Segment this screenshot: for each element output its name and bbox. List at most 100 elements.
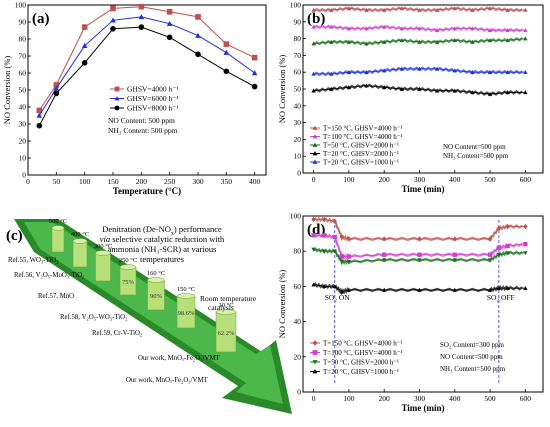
x-axis-label: Time (min) bbox=[401, 403, 444, 413]
data-point bbox=[417, 26, 422, 31]
data-point bbox=[381, 236, 387, 242]
legend-marker bbox=[312, 360, 318, 365]
data-point bbox=[311, 88, 316, 93]
legend-label: T=20 °C, GHSV=2000 h⁻¹ bbox=[323, 150, 399, 158]
data-point bbox=[364, 26, 369, 31]
y-tick-label: 0 bbox=[22, 171, 26, 180]
data-point bbox=[364, 41, 369, 46]
data-point bbox=[346, 287, 352, 292]
data-point bbox=[470, 70, 475, 74]
panel-label: (a) bbox=[32, 11, 50, 27]
y-tick-label: 50 bbox=[19, 86, 27, 95]
data-point bbox=[329, 71, 334, 76]
y-tick-label: 40 bbox=[19, 103, 27, 112]
data-point bbox=[505, 7, 510, 12]
data-point bbox=[452, 287, 457, 292]
data-point bbox=[470, 39, 475, 44]
data-point bbox=[36, 112, 43, 118]
data-point bbox=[452, 68, 457, 73]
data-point bbox=[364, 83, 369, 88]
legend-label: T=150 °C, GHSV=4000 h⁻¹ bbox=[323, 125, 403, 133]
x-tick-label: 0 bbox=[26, 177, 30, 186]
event-label: SO₂ ON bbox=[325, 293, 350, 302]
data-point bbox=[364, 70, 369, 74]
panel-b: 0 100 200 300 400 500 600 0 10 20 30 40 50 60 70 80 90 10… bbox=[277, 1, 544, 194]
data-point bbox=[166, 20, 173, 26]
data-point bbox=[339, 234, 345, 240]
x-tick-label: 150 bbox=[107, 177, 119, 186]
conversion-value: 62.2% bbox=[218, 330, 235, 337]
x-tick-label: 600 bbox=[520, 175, 532, 184]
y-tick-label: 40 bbox=[294, 101, 302, 110]
legend-marker bbox=[312, 134, 318, 139]
data-point bbox=[329, 7, 334, 12]
data-point bbox=[223, 41, 230, 47]
data-point bbox=[381, 287, 387, 292]
data-point bbox=[81, 60, 88, 66]
temperature-label: 20 °C bbox=[218, 302, 233, 309]
data-point bbox=[53, 90, 60, 97]
data-point bbox=[523, 223, 528, 230]
temperature-label: 400 °C bbox=[71, 231, 89, 238]
data-point bbox=[311, 24, 316, 29]
data-point bbox=[496, 225, 502, 231]
x-tick-label: 400 bbox=[449, 394, 461, 403]
y-tick-label: 100 bbox=[290, 1, 302, 10]
data-point bbox=[223, 68, 230, 75]
legend-label: T=20 °C, GHSV=1000 h⁻¹ bbox=[323, 159, 399, 167]
panel-a: 0 50 100 150 200 250 300 350 400 0 10 20 30 40 50 60 70 8… bbox=[2, 1, 267, 196]
data-point bbox=[53, 85, 60, 91]
legend-label: GHSV=6000 h⁻¹ bbox=[127, 94, 178, 103]
data-point bbox=[487, 70, 493, 74]
data-point bbox=[487, 6, 493, 11]
y-tick-label: 90 bbox=[294, 17, 302, 26]
data-point bbox=[311, 282, 316, 287]
data-point bbox=[417, 236, 422, 242]
data-point bbox=[251, 54, 258, 61]
data-point bbox=[346, 254, 352, 259]
data-point bbox=[339, 260, 345, 264]
cylinder-top bbox=[176, 293, 196, 299]
conversion-value: 90% bbox=[150, 293, 163, 300]
data-point bbox=[346, 6, 352, 11]
x-tick-label: 0 bbox=[312, 394, 316, 403]
event-label: SO₂ OFF bbox=[487, 293, 515, 302]
data-point bbox=[505, 243, 510, 249]
data-point bbox=[339, 254, 345, 259]
data-point bbox=[346, 70, 352, 74]
x-axis-label: Temperature (°C) bbox=[113, 186, 181, 196]
data-point bbox=[195, 51, 201, 58]
y-tick-label: 100 bbox=[15, 1, 27, 10]
data-point bbox=[81, 43, 88, 49]
x-tick-label: 50 bbox=[53, 177, 61, 186]
data-point bbox=[166, 34, 173, 41]
x-tick-label: 0 bbox=[312, 175, 316, 184]
y-tick-label: 20 bbox=[294, 352, 302, 361]
legend-marker bbox=[114, 105, 120, 111]
y-tick-label: 70 bbox=[294, 51, 302, 60]
data-point bbox=[329, 86, 334, 91]
conversion-value: 98.6% bbox=[178, 310, 195, 317]
data-point bbox=[138, 24, 145, 30]
y-tick-label: 30 bbox=[294, 118, 302, 127]
legend-label: T=150 °C, GHSV=4000 h⁻¹ bbox=[323, 340, 403, 348]
legend-marker bbox=[312, 369, 318, 374]
data-point bbox=[399, 38, 405, 43]
legend-marker bbox=[312, 340, 318, 346]
data-point bbox=[487, 287, 493, 292]
x-tick-label: 500 bbox=[484, 175, 496, 184]
conversion-value: 75% bbox=[122, 279, 135, 286]
x-tick-label: 500 bbox=[484, 394, 496, 403]
legend-label: GHSV=8000 h⁻¹ bbox=[127, 104, 178, 113]
cylinder-body bbox=[95, 252, 111, 282]
data-point bbox=[110, 26, 116, 32]
y-tick-label: 100 bbox=[290, 212, 302, 221]
figure-caption: temperatures bbox=[140, 254, 184, 264]
data-point bbox=[523, 241, 528, 247]
annotation: NO Content: 500 ppm bbox=[108, 116, 175, 125]
panel-d: 0 100 200 300 400 500 600 0 20 40 60 80 100 Time (min… bbox=[277, 212, 544, 413]
temperature-label: 250 °C bbox=[119, 257, 137, 264]
data-point bbox=[321, 284, 327, 289]
trend-arrow-highlight bbox=[24, 222, 283, 404]
y-tick-label: 80 bbox=[19, 35, 27, 44]
